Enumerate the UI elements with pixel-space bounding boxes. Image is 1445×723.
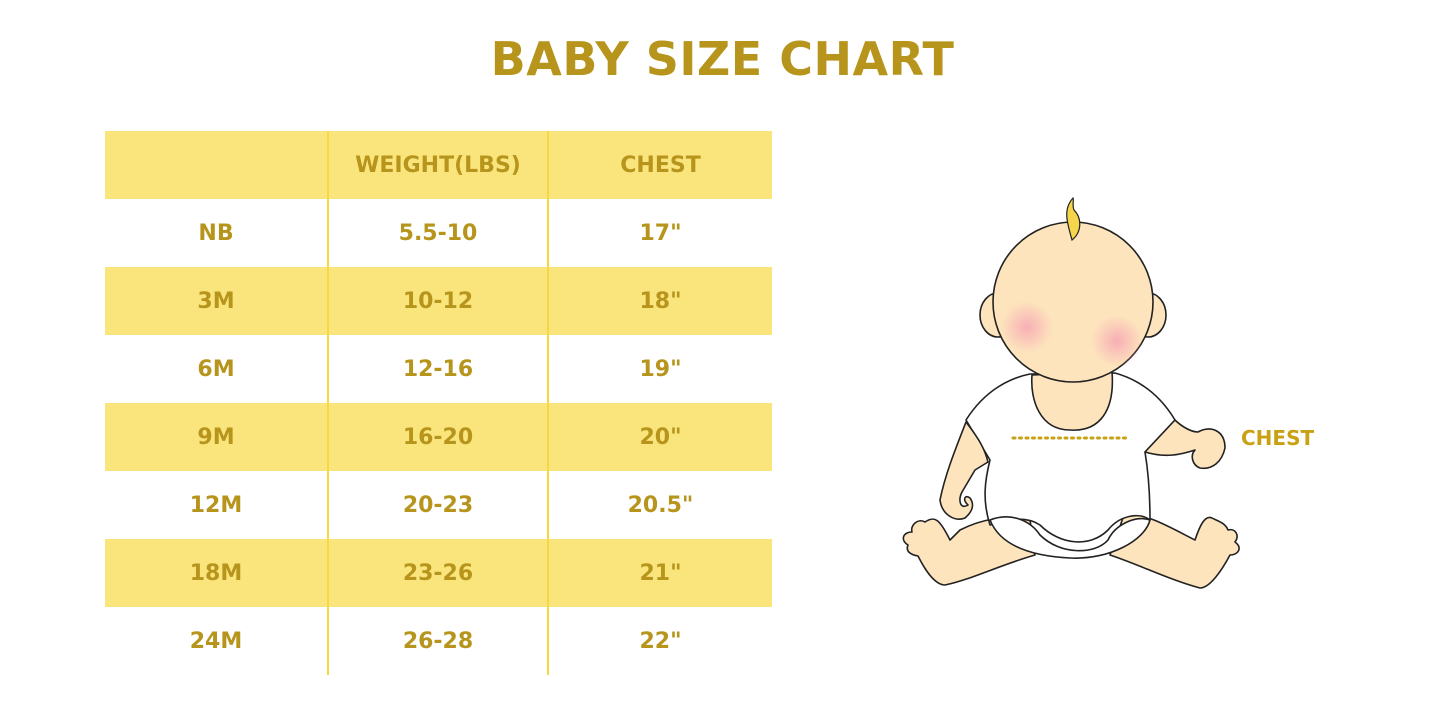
- table-row: 6M 12-16 19": [105, 335, 772, 403]
- page-title: BABY SIZE CHART: [490, 32, 955, 86]
- chest-label: CHEST: [1241, 426, 1315, 450]
- chest-cell: 21": [639, 560, 682, 586]
- weight-cell: 10-12: [327, 267, 549, 335]
- weight-cell: 16-20: [327, 403, 549, 471]
- weight-cell: 12-16: [327, 335, 549, 403]
- chest-cell: 17": [639, 220, 682, 246]
- weight-cell: 23-26: [327, 539, 549, 607]
- size-table: WEIGHT(LBS) CHEST NB 5.5-10 17" 3M 10-12…: [105, 131, 772, 675]
- table-row: 24M 26-28 22": [105, 607, 772, 675]
- table-header-row: WEIGHT(LBS) CHEST: [105, 131, 772, 199]
- header-cell-chest: CHEST: [620, 152, 701, 178]
- size-cell: 18M: [189, 560, 243, 586]
- size-cell: 24M: [189, 628, 243, 654]
- chest-cell: 19": [639, 356, 682, 382]
- diaper: [989, 516, 1151, 559]
- size-cell: 9M: [197, 424, 235, 450]
- table-row: 3M 10-12 18": [105, 267, 772, 335]
- size-cell: 12M: [189, 492, 243, 518]
- table-row: NB 5.5-10 17": [105, 199, 772, 267]
- weight-cell: 5.5-10: [327, 199, 549, 267]
- chest-cell: 18": [639, 288, 682, 314]
- table-row: 12M 20-23 20.5": [105, 471, 772, 539]
- size-cell: 3M: [197, 288, 235, 314]
- header-cell-weight: WEIGHT(LBS): [327, 131, 549, 199]
- chest-cell: 20": [639, 424, 682, 450]
- hair-curl: [1066, 196, 1081, 242]
- weight-cell: 20-23: [327, 471, 549, 539]
- right-arm: [1144, 419, 1226, 470]
- weight-cell: 26-28: [327, 607, 549, 675]
- left-cheek: [1001, 301, 1053, 353]
- table-row: 18M 23-26 21": [105, 539, 772, 607]
- neck: [1030, 371, 1114, 431]
- chest-cell: 20.5": [627, 492, 694, 518]
- table-row: 9M 16-20 20": [105, 403, 772, 471]
- size-cell: NB: [198, 220, 234, 246]
- right-cheek: [1091, 315, 1143, 367]
- size-cell: 6M: [197, 356, 235, 382]
- chest-cell: 22": [639, 628, 682, 654]
- left-arm: [939, 421, 989, 520]
